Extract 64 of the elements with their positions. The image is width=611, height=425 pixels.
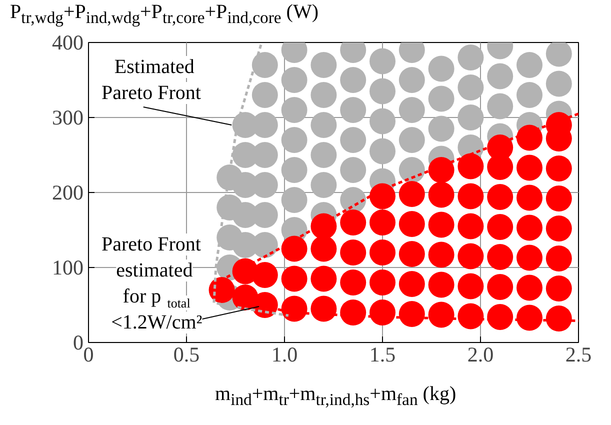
- point: [428, 157, 454, 183]
- point: [487, 274, 514, 300]
- point: [281, 236, 308, 262]
- x-tick-label: 2.5: [565, 342, 592, 366]
- point: [487, 244, 514, 270]
- y-tick-label: 300: [52, 106, 84, 130]
- point: [428, 302, 454, 328]
- point: [310, 296, 337, 322]
- point: [516, 124, 542, 151]
- y-tick-label: 100: [52, 256, 84, 280]
- point: [546, 276, 572, 302]
- point: [487, 214, 514, 240]
- point: [458, 183, 484, 210]
- point: [398, 271, 425, 297]
- point: [516, 274, 542, 301]
- point: [487, 184, 514, 210]
- point: [487, 304, 514, 330]
- point: [310, 266, 337, 292]
- text: P$_{tr,wdg}$+P$_{ind,wdg}$+P$_{tr,core}$+P$_{ind,core}$ (W): [10, 1, 318, 27]
- point: [458, 303, 484, 330]
- point: [281, 296, 308, 322]
- point: [310, 236, 337, 262]
- point: [428, 242, 454, 268]
- point: [398, 301, 425, 327]
- point: [516, 184, 542, 211]
- point: [546, 306, 572, 332]
- point: [370, 270, 396, 296]
- point: [281, 266, 308, 292]
- point: [516, 154, 542, 181]
- point: [428, 272, 454, 298]
- point: [428, 212, 454, 238]
- x-tick-label: 2.0: [467, 342, 494, 366]
- point: [546, 186, 572, 212]
- x-tick-label: 0.5: [173, 342, 200, 366]
- x-tick-label: 1.5: [369, 342, 396, 366]
- text: m$_{ind}$+m$_{tr}$+m$_{tr,ind,hs}$+m$_{fan}$ (kg): [215, 383, 456, 409]
- point: [458, 213, 484, 240]
- point: [458, 153, 484, 180]
- point: [370, 300, 396, 326]
- point: [546, 156, 572, 182]
- point: [340, 210, 366, 236]
- point: [428, 182, 454, 208]
- y-tick-label: 400: [52, 30, 84, 54]
- point: [398, 211, 425, 237]
- point: [310, 213, 337, 240]
- point: [546, 246, 572, 272]
- point: [458, 243, 484, 270]
- point: [516, 214, 542, 241]
- point: [340, 270, 366, 296]
- point: [516, 304, 542, 331]
- annotation: Estimated Pareto Front: [102, 56, 202, 104]
- point: [370, 240, 396, 266]
- point: [340, 300, 366, 326]
- x-tick-label: 1.0: [271, 342, 298, 366]
- y-tick-label: 200: [52, 180, 84, 204]
- point: [516, 244, 542, 271]
- point: [370, 183, 396, 210]
- point: [458, 273, 484, 300]
- point: [370, 210, 396, 236]
- point: [252, 262, 278, 288]
- point: [398, 241, 425, 267]
- point: [398, 181, 425, 207]
- point: [546, 216, 572, 242]
- point: [340, 240, 366, 266]
